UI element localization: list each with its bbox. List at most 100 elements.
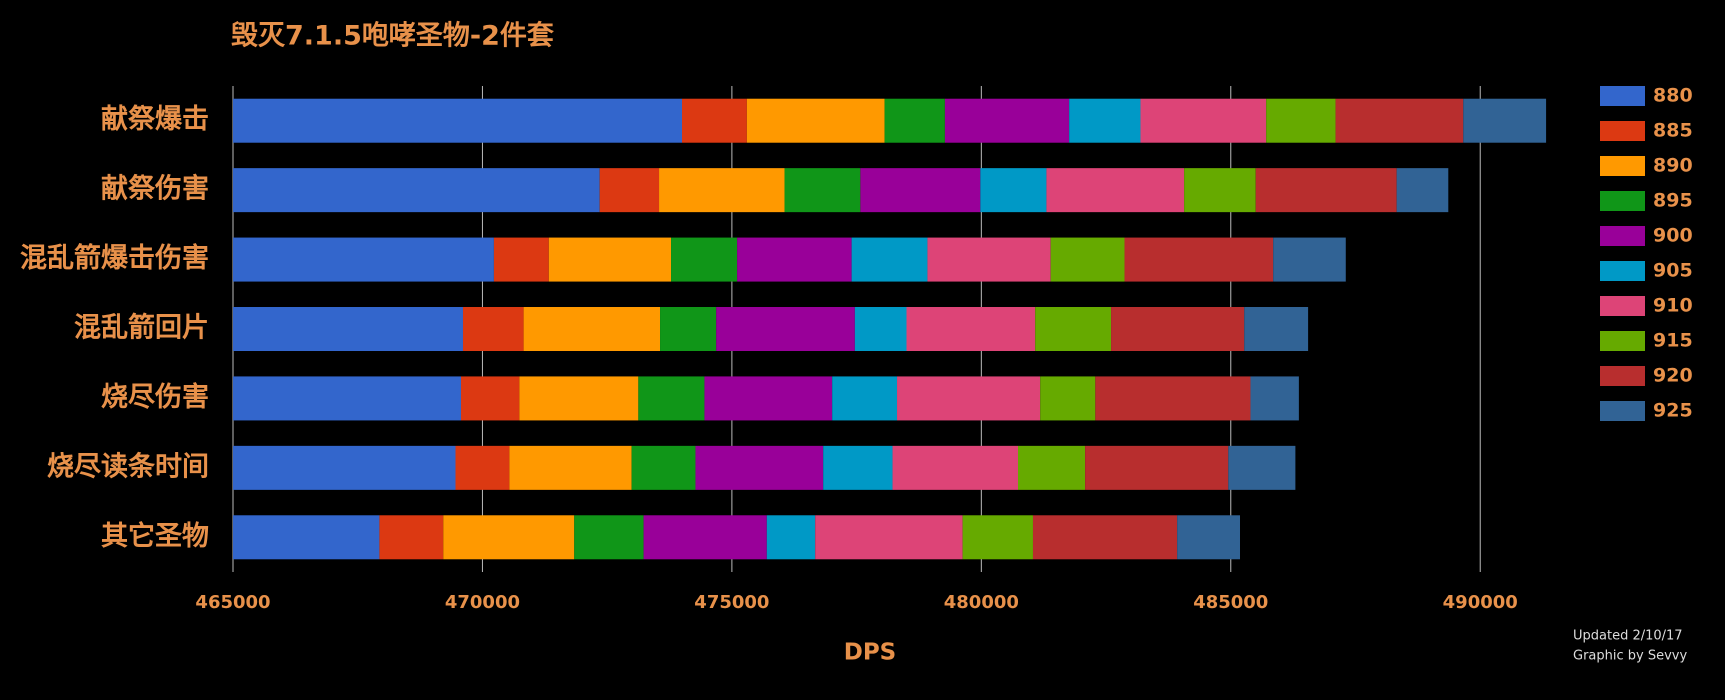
legend-label: 910 [1653,295,1693,317]
bar-segment [548,237,672,282]
x-tick-label: 475000 [694,592,769,613]
category-label: 烧尽读条时间 [47,451,209,482]
category-label: 混乱箭爆击伤害 [20,242,209,274]
x-tick-label: 490000 [1443,592,1518,613]
legend-swatch [1600,121,1645,141]
category-label: 其它圣物 [101,520,209,552]
legend-swatch [1600,191,1645,211]
bar-segment [460,376,520,421]
bar-segment [1266,98,1336,143]
bar-segment [643,515,767,560]
bar-segment [897,376,1041,421]
x-tick-label: 480000 [944,592,1019,613]
bar-segment [1035,307,1112,351]
bar-segment [884,98,945,143]
legend-swatch [1600,226,1645,246]
note: Updated 2/10/17 [1573,629,1683,644]
category-label: 献祭伤害 [101,173,209,205]
note: Graphic by Sevvy [1573,649,1687,664]
bar-segment [1228,445,1296,490]
category-label: 烧尽伤害 [101,381,209,413]
bar-segment [1463,98,1547,143]
category-label: 献祭爆击 [101,103,209,135]
legend-label: 880 [1653,85,1693,107]
legend-label: 905 [1653,260,1693,282]
bar-segment [1111,307,1245,351]
category-label: 混乱箭回片 [74,312,209,344]
bar-segment [906,307,1036,351]
bar-segment [1335,98,1464,143]
bar-segment [1124,237,1274,282]
bar-segment [1085,445,1229,490]
bar-segment [659,168,785,213]
bar-segment [638,376,705,421]
bar-segment [233,237,494,282]
legend-swatch [1600,86,1645,106]
bar-segment [599,168,660,213]
bar-segment [695,445,824,490]
bar-segment [1050,237,1125,282]
legend-swatch [1600,261,1645,281]
bar-segment [1255,168,1397,213]
legend-label: 890 [1653,155,1693,177]
bar-segment [233,376,461,421]
bar-segment [962,515,1033,560]
bar-segment [443,515,575,560]
bar-segment [854,307,907,351]
bar-segment [379,515,444,560]
legend-label: 920 [1653,365,1693,387]
bar-segment [1069,98,1141,143]
bar-segment [233,98,682,143]
bar-segment [1046,168,1185,213]
bar-segment [233,168,600,213]
bar-segment [523,307,661,351]
bar-segment [493,237,549,282]
legend-label: 925 [1653,400,1693,422]
bar-segment [1095,376,1251,421]
bar-segment [455,445,510,490]
bar-segment [927,237,1051,282]
bar-segment [1184,168,1256,213]
bar-segment [1140,98,1267,143]
bar-segment [671,237,738,282]
bar-segment [704,376,833,421]
legend-label: 885 [1653,120,1693,142]
bar-segment [784,168,861,213]
bar-segment [851,237,928,282]
legend-swatch [1600,331,1645,351]
bar-segment [944,98,1070,143]
bar-segment [823,445,893,490]
legend-swatch [1600,156,1645,176]
x-axis-label: DPS [844,640,897,666]
bar-segment [766,515,816,560]
legend-label: 895 [1653,190,1693,212]
bar-segment [233,515,380,560]
bar-segment [574,515,644,560]
bar-segment [832,376,898,421]
x-tick-label: 470000 [445,592,520,613]
bar-segment [462,307,524,351]
chart-title: 毁灭7.1.5咆哮圣物-2件套 [231,21,554,52]
bar-segment [716,307,855,351]
bar-segment [746,98,885,143]
x-tick-label: 465000 [195,592,270,613]
bar-segment [1032,515,1178,560]
bar-segment [1250,376,1299,421]
bar-segment [682,98,747,143]
legend-label: 900 [1653,225,1693,247]
bar-segment [660,307,717,351]
bar-segment [737,237,852,282]
bar-segment [519,376,639,421]
bar-segment [233,307,463,351]
bar-segment [1273,237,1346,282]
x-tick-label: 485000 [1193,592,1268,613]
bar-segment [1244,307,1309,351]
bar-segment [233,445,456,490]
bar-segment [1018,445,1086,490]
legend-label: 915 [1653,330,1693,352]
bar-segment [1396,168,1449,213]
bar-segment [980,168,1047,213]
bar-segment [860,168,981,213]
bar-segment [509,445,632,490]
